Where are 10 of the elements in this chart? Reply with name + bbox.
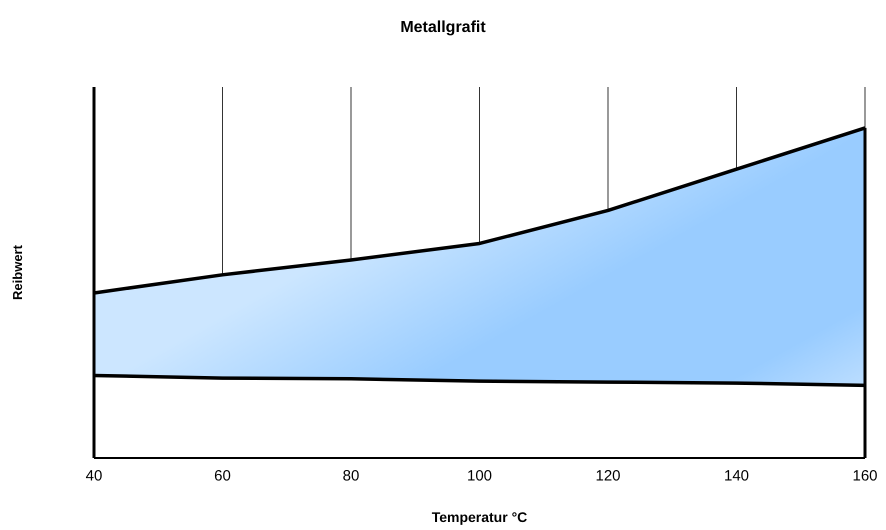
x-tick-label: 40 xyxy=(86,468,102,485)
x-tick-label: 80 xyxy=(342,468,360,485)
x-tick-label: 160 xyxy=(852,468,878,485)
x-tick-label: 100 xyxy=(466,468,492,485)
y-axis-title: Reibwert xyxy=(10,244,25,300)
x-tick-label: 120 xyxy=(595,468,621,485)
chart-title: Metallgrafit xyxy=(400,19,486,36)
x-tick-label: 60 xyxy=(214,468,231,485)
x-axis-title: Temperatur °C xyxy=(432,509,528,525)
x-tick-label: 140 xyxy=(724,468,750,485)
